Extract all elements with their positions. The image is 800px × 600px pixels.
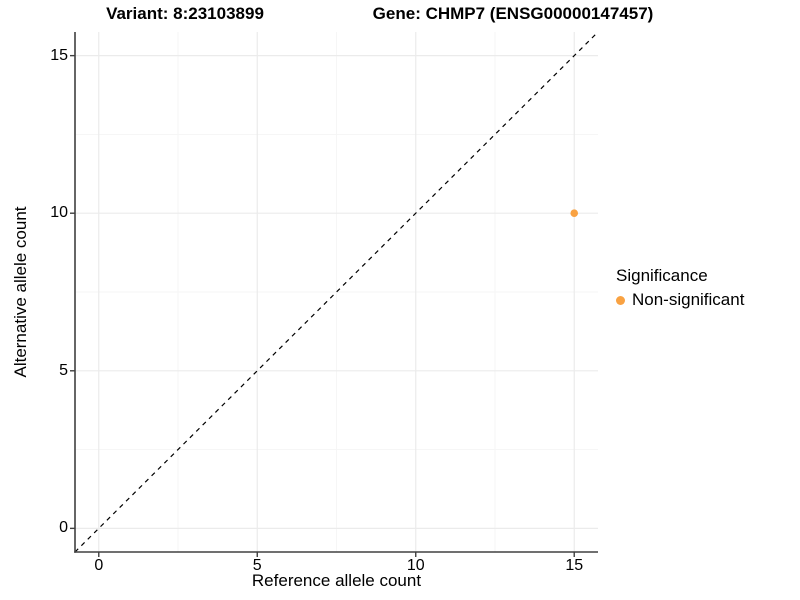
plot-title-gene: Gene: CHMP7 (ENSG00000147457) (372, 4, 654, 23)
y-tick-label: 15 (50, 46, 68, 64)
x-axis-title: Reference allele count (251, 571, 422, 590)
legend: Significance Non-significant (616, 266, 744, 309)
y-tick-label: 5 (59, 361, 68, 379)
legend-item-non-significant: Non-significant (616, 291, 744, 309)
x-tick-label: 5 (252, 557, 262, 574)
x-tick-label: 15 (565, 557, 584, 574)
legend-item-label: Non-significant (632, 290, 745, 309)
legend-title: Significance (616, 266, 708, 285)
identity-dashed-line (74, 31, 599, 553)
y-tick-label: 0 (59, 519, 68, 537)
legend-point-swatch-icon (616, 295, 625, 305)
y-axis-title: Alternative allele count (11, 206, 30, 378)
x-tick-label: 0 (94, 557, 104, 574)
data-point (570, 209, 579, 218)
x-tick-label: 10 (406, 557, 425, 574)
plot-title-variant: Variant: 8:23103899 (106, 4, 264, 23)
y-tick-label: 10 (50, 204, 68, 222)
